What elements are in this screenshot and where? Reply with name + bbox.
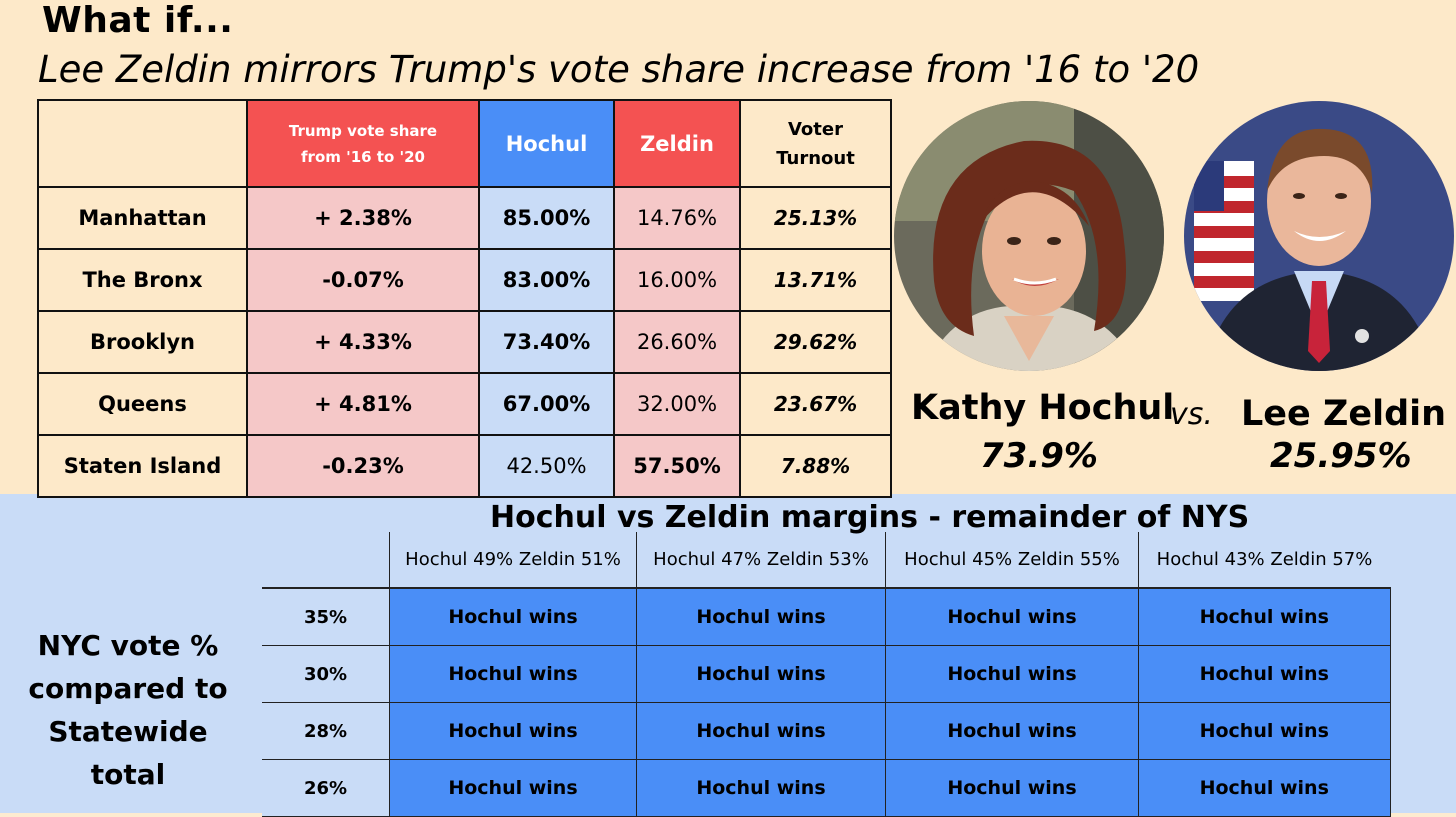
table-row: 30% Hochul wins Hochul wins Hochul wins …	[262, 645, 1391, 703]
col-header: Hochul 47% Zeldin 53%	[636, 532, 886, 589]
turnout: 29.62%	[739, 310, 892, 374]
borough-table-header: Trump vote share from '16 to '20 Hochul …	[37, 99, 892, 188]
borough-name: Queens	[37, 372, 248, 436]
result-cell: Hochul wins	[1138, 759, 1391, 817]
result-cell: Hochul wins	[389, 645, 637, 703]
borough-name: Brooklyn	[37, 310, 248, 374]
turnout: 23.67%	[739, 372, 892, 436]
nyc-share-label-text: NYC vote % compared to Statewide total	[28, 629, 228, 791]
nyc-pct: 35%	[262, 587, 390, 646]
hochul-photo	[894, 101, 1164, 371]
borough-table: Trump vote share from '16 to '20 Hochul …	[37, 99, 892, 498]
header-blank	[37, 99, 248, 188]
candidate-a-pct: 73.9%	[980, 436, 1098, 476]
table-row: Queens + 4.81% 67.00% 32.00% 23.67%	[37, 372, 892, 436]
header-trump-share: Trump vote share from '16 to '20	[246, 99, 480, 188]
vs-label: vs.	[1170, 397, 1213, 432]
trump-change: + 4.33%	[246, 310, 480, 374]
hochul-share: 42.50%	[478, 434, 615, 498]
zeldin-share: 57.50%	[613, 434, 741, 498]
turnout: 13.71%	[739, 248, 892, 312]
zeldin-share: 32.00%	[613, 372, 741, 436]
result-cell: Hochul wins	[1138, 587, 1391, 646]
subheadline: Lee Zeldin mirrors Trump's vote share in…	[38, 48, 1200, 91]
hochul-share: 67.00%	[478, 372, 615, 436]
result-cell: Hochul wins	[636, 702, 886, 760]
borough-name: The Bronx	[37, 248, 248, 312]
header-zeldin: Zeldin	[613, 99, 741, 188]
grid-corner	[262, 532, 390, 589]
col-header: Hochul 43% Zeldin 57%	[1138, 532, 1390, 589]
table-row: 35% Hochul wins Hochul wins Hochul wins …	[262, 587, 1391, 646]
zeldin-share: 26.60%	[613, 310, 741, 374]
result-cell: Hochul wins	[389, 702, 637, 760]
zeldin-share: 14.76%	[613, 186, 741, 250]
header-hochul: Hochul	[478, 99, 615, 188]
nyc-pct: 26%	[262, 759, 390, 817]
table-row: Staten Island -0.23% 42.50% 57.50% 7.88%	[37, 434, 892, 498]
table-row: The Bronx -0.07% 83.00% 16.00% 13.71%	[37, 248, 892, 312]
result-cell: Hochul wins	[636, 759, 886, 817]
trump-change: -0.07%	[246, 248, 480, 312]
header-trump-share-label: Trump vote share from '16 to '20	[288, 121, 438, 166]
table-row: 26% Hochul wins Hochul wins Hochul wins …	[262, 759, 1391, 817]
result-cell: Hochul wins	[636, 587, 886, 646]
header-turnout-label: Voter Turnout	[776, 118, 855, 169]
table-row: 28% Hochul wins Hochul wins Hochul wins …	[262, 702, 1391, 760]
margins-grid: Hochul 49% Zeldin 51% Hochul 47% Zeldin …	[262, 532, 1391, 817]
zeldin-photo	[1184, 101, 1454, 371]
trump-change: + 4.81%	[246, 372, 480, 436]
zeldin-share: 16.00%	[613, 248, 741, 312]
borough-name: Manhattan	[37, 186, 248, 250]
hochul-share: 73.40%	[478, 310, 615, 374]
borough-name: Staten Island	[37, 434, 248, 498]
candidate-b-name: Lee Zeldin	[1241, 394, 1447, 434]
result-cell: Hochul wins	[389, 759, 637, 817]
result-cell: Hochul wins	[1138, 645, 1391, 703]
hochul-portrait-drawing	[894, 101, 1164, 371]
result-cell: Hochul wins	[885, 645, 1139, 703]
hochul-share: 83.00%	[478, 248, 615, 312]
result-cell: Hochul wins	[636, 645, 886, 703]
table-row: Brooklyn + 4.33% 73.40% 26.60% 29.62%	[37, 310, 892, 374]
turnout: 7.88%	[739, 434, 892, 498]
trump-change: -0.23%	[246, 434, 480, 498]
trump-change: + 2.38%	[246, 186, 480, 250]
flag-icon	[1194, 161, 1254, 301]
nyc-share-label: NYC vote % compared to Statewide total	[0, 624, 256, 796]
margins-grid-header: Hochul 49% Zeldin 51% Hochul 47% Zeldin …	[262, 532, 1390, 589]
col-header: Hochul 45% Zeldin 55%	[885, 532, 1139, 589]
margins-title: Hochul vs Zeldin margins - remainder of …	[490, 500, 1250, 535]
result-cell: Hochul wins	[885, 702, 1139, 760]
result-cell: Hochul wins	[1138, 702, 1391, 760]
col-header: Hochul 49% Zeldin 51%	[389, 532, 637, 589]
table-row: Manhattan + 2.38% 85.00% 14.76% 25.13%	[37, 186, 892, 250]
zeldin-portrait-drawing	[1184, 101, 1454, 371]
hochul-share: 85.00%	[478, 186, 615, 250]
nyc-pct: 28%	[262, 702, 390, 760]
result-cell: Hochul wins	[389, 587, 637, 646]
turnout: 25.13%	[739, 186, 892, 250]
header-turnout: Voter Turnout	[739, 99, 892, 188]
candidate-a-name: Kathy Hochul	[911, 388, 1175, 428]
result-cell: Hochul wins	[885, 759, 1139, 817]
nyc-pct: 30%	[262, 645, 390, 703]
headline: What if...	[42, 0, 234, 41]
candidate-b-pct: 25.95%	[1270, 436, 1412, 476]
result-cell: Hochul wins	[885, 587, 1139, 646]
